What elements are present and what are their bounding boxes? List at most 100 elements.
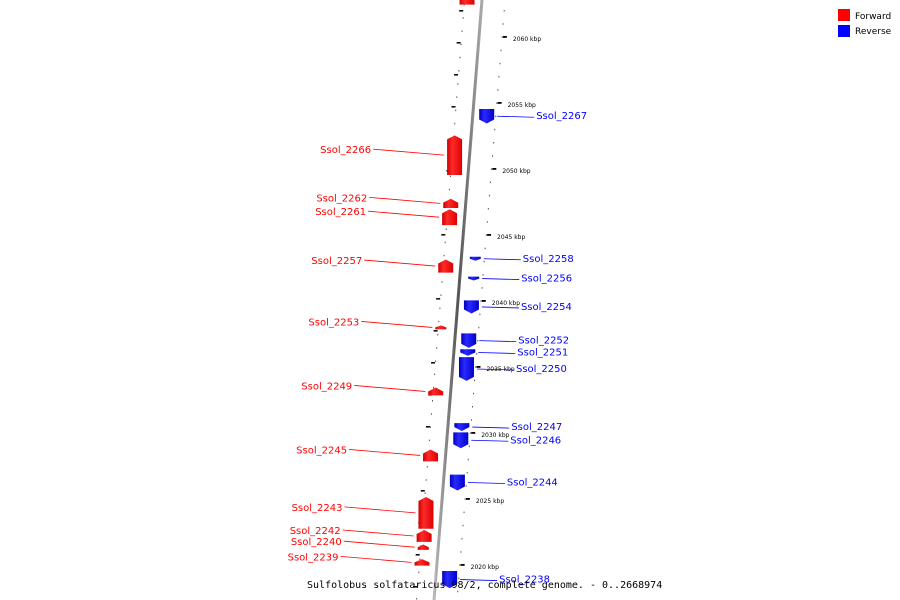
scale-tick-mark <box>487 234 492 236</box>
gene-arrow-ssol-2240[interactable] <box>417 544 429 550</box>
gene-label-ssol-2266[interactable]: Ssol_2266 <box>320 145 371 156</box>
genome-backbone <box>432 0 484 600</box>
minor-tick-dot <box>433 386 435 389</box>
minor-tick-dot <box>500 49 502 52</box>
minor-tick-dot <box>483 260 485 263</box>
gene-arrow-ssol-2258[interactable] <box>469 256 481 261</box>
scale-tick-mark <box>471 432 476 434</box>
minor-tick-dot <box>494 128 496 131</box>
gene-arrow-ssol-2245[interactable] <box>423 449 439 462</box>
leader-line <box>471 439 509 442</box>
minor-tick-dot <box>426 466 428 468</box>
gene-label-ssol-2244[interactable]: Ssol_2244 <box>507 478 558 489</box>
minor-tick-dot <box>487 208 489 210</box>
gene-labels: Ssol_2268Ssol_2267Ssol_2266Ssol_2262Ssol… <box>288 0 588 586</box>
minor-tick-dot <box>503 10 505 12</box>
minor-tick-dot <box>430 413 432 415</box>
gene-arrow-ssol-2267[interactable] <box>479 108 495 124</box>
minor-tick-dot <box>491 168 493 170</box>
minor-tick-dot <box>463 4 465 6</box>
gene-label-ssol-2245[interactable]: Ssol_2245 <box>296 445 347 456</box>
gene-arrow-ssol-2254[interactable] <box>463 300 479 314</box>
scale-ticks: 2060 kbp 2055 kbp 2050 kbp 2045 kbp 2040 kbp… <box>460 36 541 571</box>
minor-tick-dot <box>444 241 446 244</box>
gene-label-ssol-2254[interactable]: Ssol_2254 <box>521 302 572 313</box>
gene-label-ssol-2246[interactable]: Ssol_2246 <box>510 435 561 446</box>
scale-tick-label: 2055 kbp <box>508 102 536 109</box>
minor-tick-dot <box>439 307 441 310</box>
leader-line <box>460 579 498 581</box>
gene-label-ssol-2243[interactable]: Ssol_2243 <box>292 503 343 514</box>
gene-label-ssol-2252[interactable]: Ssol_2252 <box>518 336 569 347</box>
leader-line <box>479 340 517 343</box>
gene-label-ssol-2251[interactable]: Ssol_2251 <box>517 348 568 359</box>
minor-tick-dot <box>467 458 469 461</box>
gene-label-ssol-2239[interactable]: Ssol_2239 <box>288 552 339 563</box>
gene-arrow-ssol-2249[interactable] <box>428 387 444 396</box>
minor-tick-dot <box>478 326 480 329</box>
minor-tick-dot <box>458 577 460 580</box>
minor-tick-dot <box>457 83 459 85</box>
gene-label-ssol-2267[interactable]: Ssol_2267 <box>536 111 587 122</box>
minor-tick-dot <box>474 379 476 382</box>
scale-tick-mark <box>481 300 486 302</box>
gene-label-ssol-2240[interactable]: Ssol_2240 <box>291 537 342 548</box>
gene-label-ssol-2261[interactable]: Ssol_2261 <box>315 207 366 218</box>
leader-line <box>344 506 416 514</box>
minor-tick-dash <box>425 426 430 428</box>
minor-tick-dot <box>435 360 437 362</box>
scale-tick-mark <box>476 366 481 368</box>
gene-arrow-ssol-2242[interactable] <box>416 530 432 542</box>
gene-arrow-ssol-2256[interactable] <box>468 276 480 281</box>
minor-tick-dot <box>498 76 500 78</box>
minor-tick-dot <box>481 287 483 289</box>
legend-forward-swatch <box>838 9 850 21</box>
gene-label-ssol-2256[interactable]: Ssol_2256 <box>521 274 572 285</box>
genome-caption: Sulfolobus solfataricus 98/2, complete g… <box>307 580 662 591</box>
gene-arrow-ssol-2253[interactable] <box>435 325 447 330</box>
minor-tick-dot <box>443 254 445 257</box>
minor-tick-dot <box>434 373 436 376</box>
gene-arrow-ssol-2257[interactable] <box>438 259 454 273</box>
gene-arrow-ssol-2243[interactable] <box>418 497 434 529</box>
leader-line <box>369 196 441 204</box>
minor-tick-dot <box>476 353 478 355</box>
gene-arrow-ssol-2266[interactable] <box>447 135 463 175</box>
gene-label-ssol-2242[interactable]: Ssol_2242 <box>290 526 341 537</box>
minor-tick-dash <box>433 330 438 332</box>
gene-label-ssol-2249[interactable]: Ssol_2249 <box>301 381 352 392</box>
gene-arrow-ssol-2239[interactable] <box>414 559 430 566</box>
minor-tick-dot <box>459 564 461 566</box>
gene-arrow-ssol-2261[interactable] <box>442 209 458 226</box>
gene-arrow-ssol-2247[interactable] <box>454 423 470 432</box>
leader-line <box>373 148 445 156</box>
minor-tick-dash <box>415 554 420 556</box>
gene-label-ssol-2247[interactable]: Ssol_2247 <box>511 422 562 433</box>
minor-tick-dot <box>472 406 473 408</box>
gene-arrow-ssol-2246[interactable] <box>453 432 469 449</box>
minor-tick-dot <box>448 188 450 191</box>
gene-arrow-ssol-2262[interactable] <box>443 198 459 208</box>
leader-line <box>364 259 436 267</box>
minor-tick-dash <box>459 10 464 12</box>
minor-tick-dot <box>480 300 482 302</box>
gene-label-ssol-2250[interactable]: Ssol_2250 <box>516 364 567 375</box>
minor-tick-dash <box>454 74 459 76</box>
gene-arrow-ssol-2244[interactable] <box>449 474 465 491</box>
scale-tick-mark <box>497 102 502 104</box>
legend-forward-label: Forward <box>855 12 891 22</box>
gene-features <box>414 0 495 589</box>
gene-arrow-ssol-2251[interactable] <box>460 349 476 356</box>
leader-line <box>481 306 519 309</box>
gene-label-ssol-2253[interactable]: Ssol_2253 <box>308 317 359 328</box>
gene-arrow-ssol-2268[interactable] <box>459 0 475 5</box>
gene-label-ssol-2258[interactable]: Ssol_2258 <box>523 254 574 265</box>
gene-arrow-ssol-2238[interactable] <box>442 570 458 589</box>
gene-arrow-ssol-2250[interactable] <box>458 357 474 381</box>
gene-label-ssol-2262[interactable]: Ssol_2262 <box>316 193 367 204</box>
gene-label-ssol-2257[interactable]: Ssol_2257 <box>311 256 362 267</box>
minor-tick-dash <box>420 490 425 492</box>
gene-label-ssol-2238[interactable]: Ssol_2238 <box>499 575 550 586</box>
gene-arrow-ssol-2252[interactable] <box>461 333 477 348</box>
minor-tick-dot <box>499 62 501 65</box>
